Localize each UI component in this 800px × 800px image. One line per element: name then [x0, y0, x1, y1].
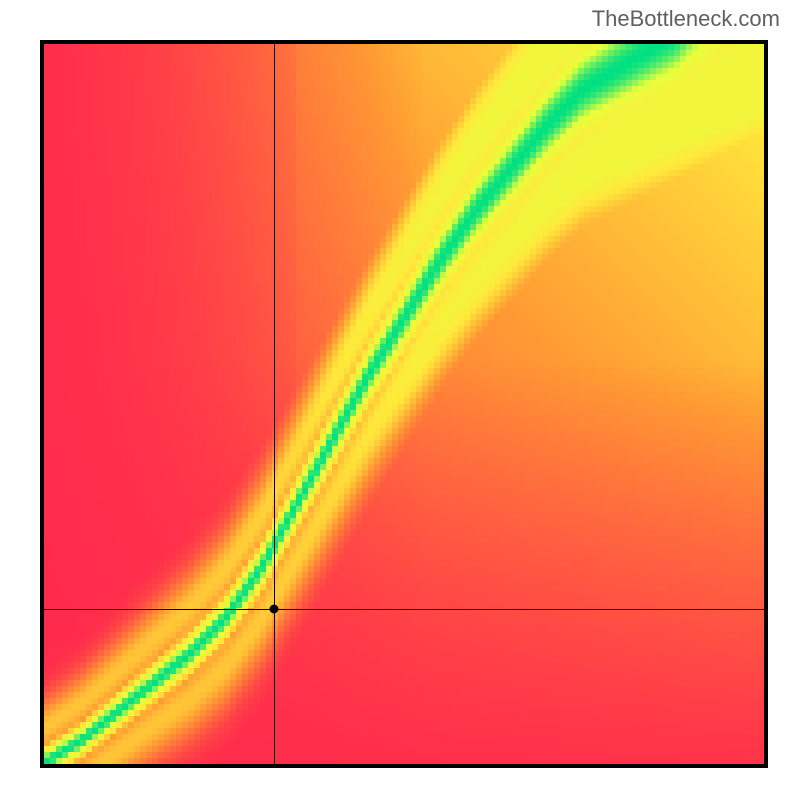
crosshair-horizontal [44, 609, 764, 610]
chart-plot-box [40, 40, 768, 768]
crosshair-vertical [274, 44, 275, 764]
chart-container: TheBottleneck.com [0, 0, 800, 800]
watermark-label: TheBottleneck.com [592, 6, 780, 32]
heatmap-canvas [44, 44, 764, 764]
crosshair-point [270, 605, 279, 614]
